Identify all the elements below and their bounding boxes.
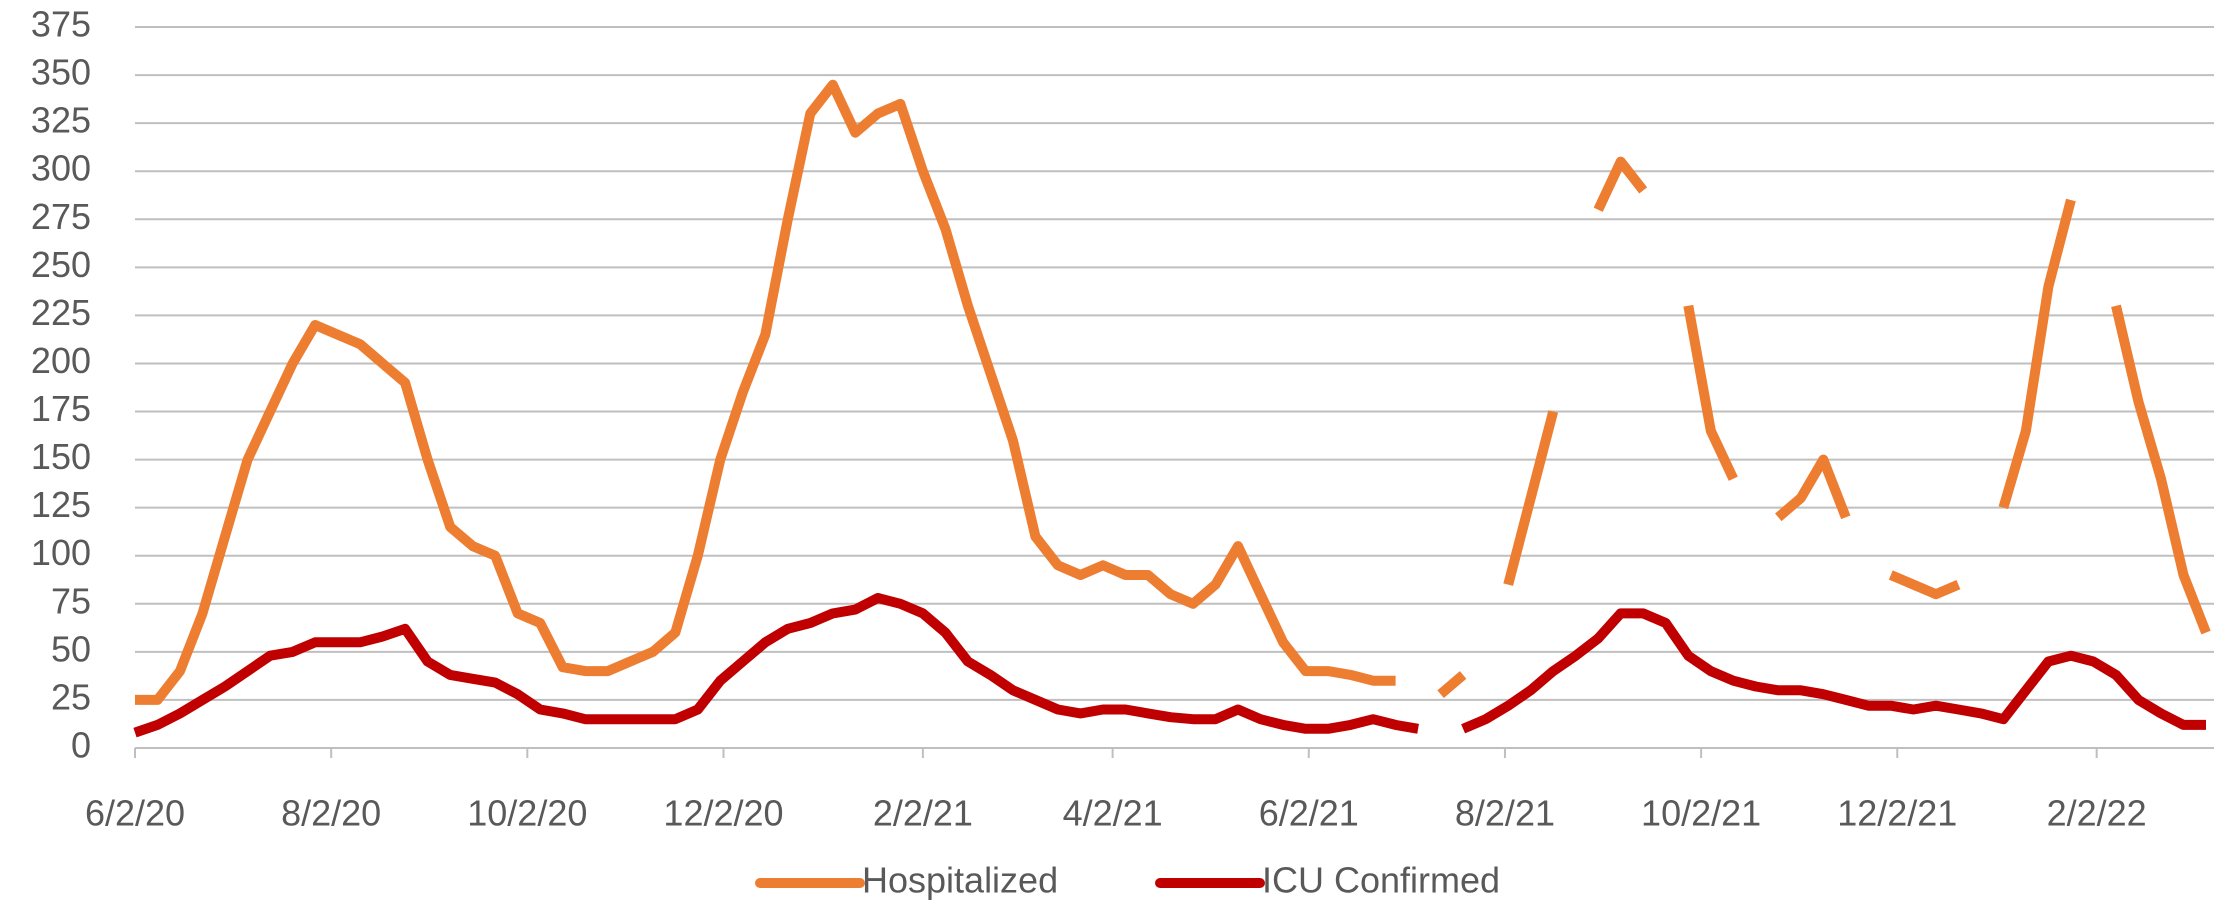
legend-label: Hospitalized bbox=[862, 860, 1058, 901]
y-tick-label: 225 bbox=[31, 292, 91, 333]
x-tick-label: 8/2/21 bbox=[1455, 793, 1555, 834]
y-tick-label: 200 bbox=[31, 340, 91, 381]
y-tick-label: 0 bbox=[71, 725, 91, 766]
x-tick-label: 10/2/20 bbox=[467, 793, 587, 834]
legend-label: ICU Confirmed bbox=[1262, 860, 1500, 901]
y-tick-label: 350 bbox=[31, 52, 91, 93]
x-tick-label: 12/2/20 bbox=[663, 793, 783, 834]
x-tick-label: 8/2/20 bbox=[281, 793, 381, 834]
y-tick-label: 300 bbox=[31, 148, 91, 189]
y-tick-label: 125 bbox=[31, 484, 91, 525]
x-tick-label: 12/2/21 bbox=[1837, 793, 1957, 834]
y-tick-label: 275 bbox=[31, 196, 91, 237]
x-tick-label: 6/2/21 bbox=[1259, 793, 1359, 834]
series-line bbox=[135, 79, 2211, 705]
x-tick-label: 10/2/21 bbox=[1641, 793, 1761, 834]
y-tick-label: 375 bbox=[31, 4, 91, 45]
x-tick-label: 4/2/21 bbox=[1063, 793, 1163, 834]
x-tick-label: 2/2/21 bbox=[873, 793, 973, 834]
y-tick-label: 25 bbox=[51, 676, 91, 717]
y-tick-label: 50 bbox=[51, 628, 91, 669]
x-tick-label: 2/2/22 bbox=[2047, 793, 2147, 834]
y-tick-label: 150 bbox=[31, 436, 91, 477]
y-tick-label: 250 bbox=[31, 244, 91, 285]
y-tick-label: 175 bbox=[31, 388, 91, 429]
y-tick-label: 100 bbox=[31, 532, 91, 573]
y-tick-label: 75 bbox=[51, 580, 91, 621]
x-tick-label: 6/2/20 bbox=[85, 793, 185, 834]
series-line bbox=[133, 593, 2206, 738]
y-tick-label: 325 bbox=[31, 100, 91, 141]
